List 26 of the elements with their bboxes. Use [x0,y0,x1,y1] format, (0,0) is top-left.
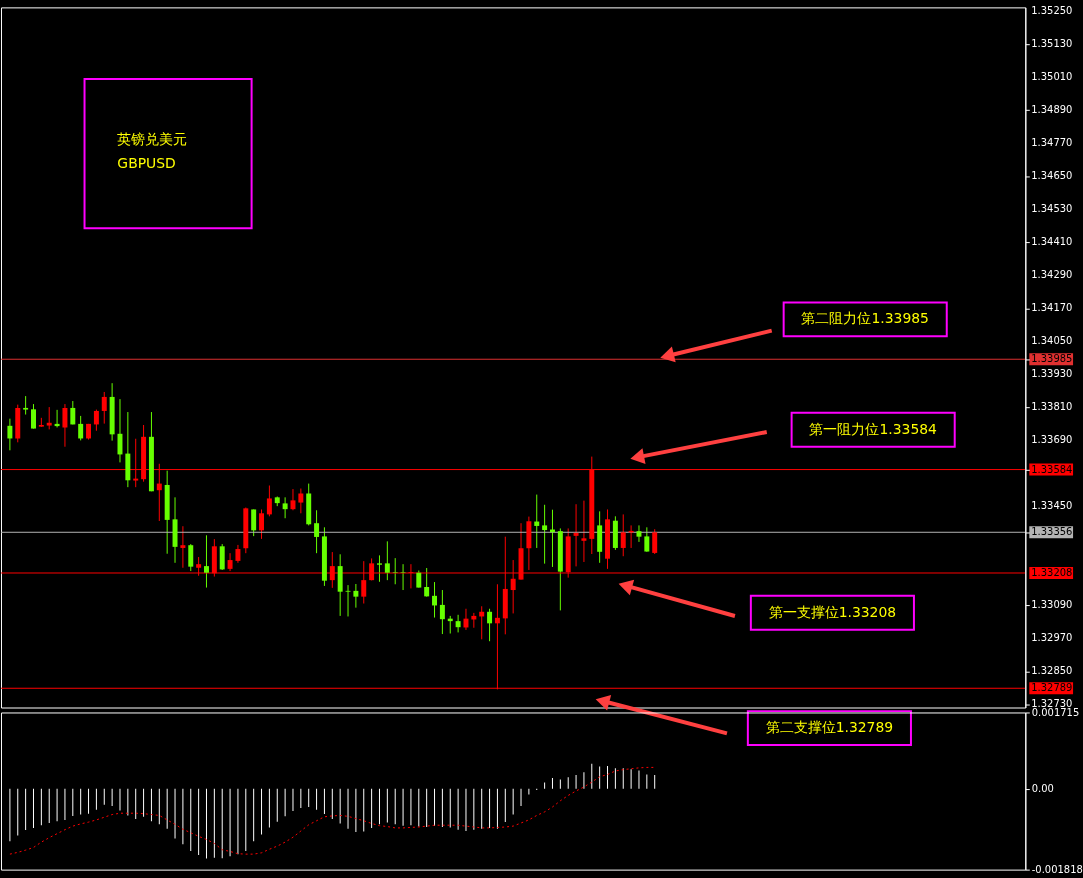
y-tick-label: 1.34050 [1031,335,1073,347]
y-tick-label: 1.32850 [1031,665,1073,677]
y-tick-label: 1.33690 [1031,434,1073,446]
y-tick-label: 1.34410 [1031,236,1073,248]
y-tick-label: 1.33930 [1031,368,1073,380]
y-tick-label: 1.35010 [1031,71,1073,83]
ref-line-label: 第一支撑位1.33208 [768,603,897,620]
y-tick-label: 1.34890 [1031,104,1073,116]
y-tick-label: 1.33450 [1031,500,1073,512]
y-tick-label: 1.35130 [1031,38,1073,50]
annotation: GBPUSD [117,154,176,171]
y-tick-label: 0.00 [1031,783,1054,795]
ref-line-label: 第二支撑位1.32789 [765,719,894,736]
ref-line-label: 第一阻力位1.33584 [809,420,938,437]
y-tick-label: 1.34770 [1031,137,1073,149]
y-tick-label: 1.32970 [1031,632,1073,644]
y-tick-label: 1.34290 [1031,269,1073,281]
y-tick-label: 1.34170 [1031,302,1073,314]
y-tick-label: 1.33810 [1031,401,1073,413]
y-tick-label: 1.34650 [1031,170,1073,182]
y-tick-label: -0.001818 [1031,864,1083,876]
y-tick-label: 1.33090 [1031,599,1073,611]
y-tick-label: 1.34530 [1031,203,1073,215]
y-tick-label: 1.35250 [1031,5,1073,17]
ref-line-label: 第二阻力位1.33985 [801,310,929,327]
annotation: 英镑兑美元 [117,130,188,147]
